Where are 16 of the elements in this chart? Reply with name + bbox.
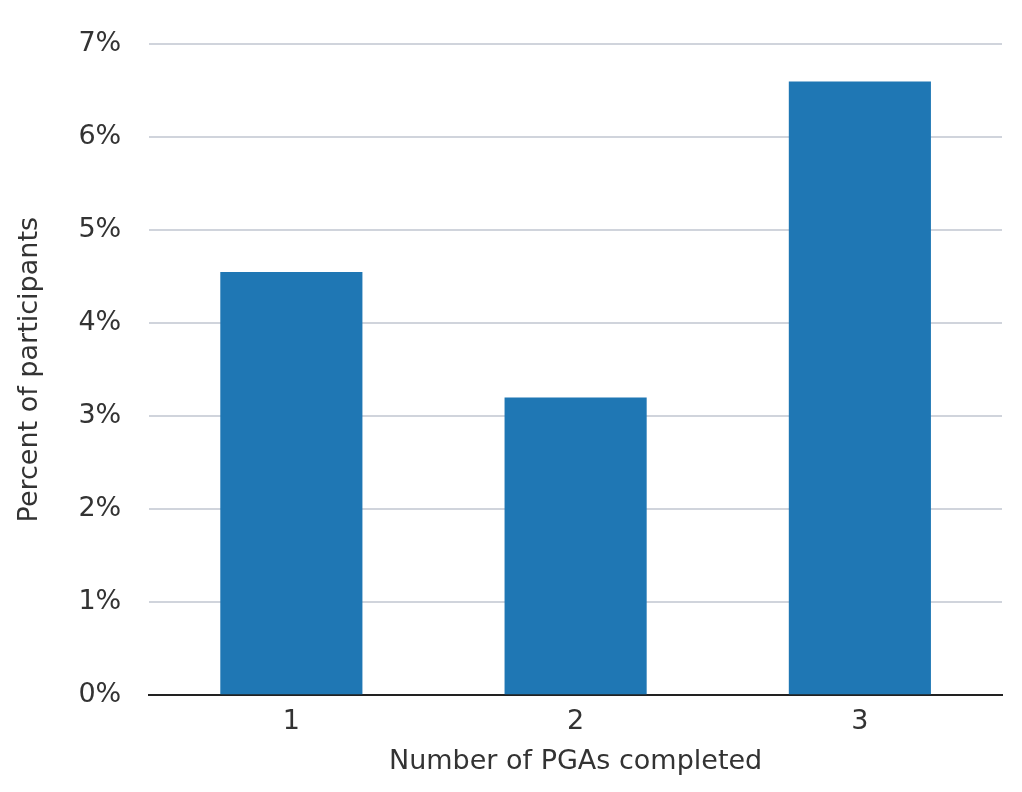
y-tick-label: 1% (78, 584, 122, 616)
bar (220, 272, 363, 695)
bar (504, 397, 647, 695)
bar (788, 81, 931, 695)
y-tick-label: 2% (78, 491, 122, 523)
y-tick-label: 6% (78, 119, 122, 151)
y-tick-label: 7% (78, 26, 122, 58)
x-tick-label: 2 (567, 704, 585, 736)
y-tick-label: 0% (78, 677, 122, 709)
y-tick-label: 3% (78, 398, 122, 430)
y-axis-title: Percent of participants (12, 216, 44, 523)
x-tick-label: 3 (851, 704, 869, 736)
y-tick-label: 5% (78, 212, 122, 244)
y-tick-label: 4% (78, 305, 122, 337)
x-axis-title: Number of PGAs completed (389, 743, 763, 775)
x-tick-label: 1 (282, 704, 300, 736)
